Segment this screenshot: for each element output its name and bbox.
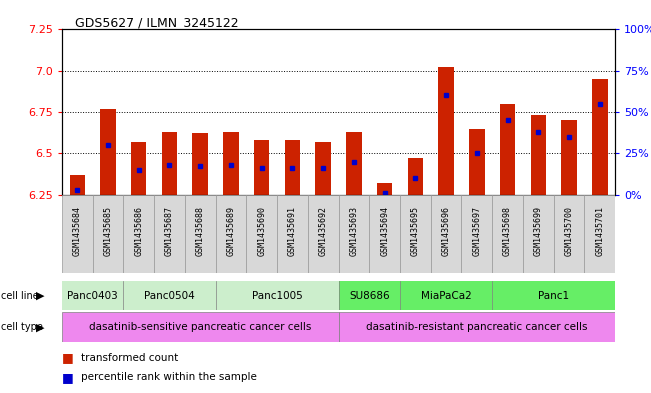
Text: GSM1435695: GSM1435695 <box>411 206 420 256</box>
Text: GSM1435697: GSM1435697 <box>473 206 481 256</box>
Text: GSM1435699: GSM1435699 <box>534 206 543 256</box>
Text: ▶: ▶ <box>36 291 44 301</box>
Text: cell line: cell line <box>1 291 39 301</box>
Text: GSM1435700: GSM1435700 <box>564 206 574 256</box>
Text: transformed count: transformed count <box>81 353 178 363</box>
Text: GSM1435691: GSM1435691 <box>288 206 297 256</box>
Bar <box>316 142 331 195</box>
Text: ■: ■ <box>62 351 74 364</box>
Text: Panc1: Panc1 <box>538 291 569 301</box>
Bar <box>223 132 239 195</box>
Text: GSM1435696: GSM1435696 <box>441 206 450 256</box>
Text: GSM1435698: GSM1435698 <box>503 206 512 256</box>
Bar <box>215 195 246 273</box>
Text: GSM1435690: GSM1435690 <box>257 206 266 256</box>
Bar <box>154 195 185 273</box>
Bar <box>70 175 85 195</box>
Bar <box>246 195 277 273</box>
Text: GSM1435687: GSM1435687 <box>165 206 174 256</box>
Bar <box>438 68 454 195</box>
Text: GSM1435692: GSM1435692 <box>318 206 327 256</box>
Bar <box>131 142 146 195</box>
Text: GSM1435686: GSM1435686 <box>134 206 143 256</box>
Text: GDS5627 / ILMN_3245122: GDS5627 / ILMN_3245122 <box>75 16 238 29</box>
Text: GSM1435688: GSM1435688 <box>196 206 204 256</box>
Bar <box>277 195 308 273</box>
Text: dasatinib-sensitive pancreatic cancer cells: dasatinib-sensitive pancreatic cancer ce… <box>89 322 311 332</box>
Bar <box>369 195 400 273</box>
Bar <box>462 195 492 273</box>
Bar <box>431 195 462 273</box>
Bar <box>62 312 339 342</box>
Bar <box>100 109 116 195</box>
Bar <box>400 195 431 273</box>
Bar <box>339 281 615 310</box>
Bar <box>161 132 177 195</box>
Text: dasatinib-resistant pancreatic cancer cells: dasatinib-resistant pancreatic cancer ce… <box>366 322 588 332</box>
Bar <box>346 132 361 195</box>
Text: Panc0504: Panc0504 <box>144 291 195 301</box>
Text: GSM1435701: GSM1435701 <box>595 206 604 256</box>
Text: GSM1435685: GSM1435685 <box>104 206 113 256</box>
Bar <box>408 158 423 195</box>
Bar <box>500 104 516 195</box>
Text: ▶: ▶ <box>36 322 44 332</box>
Bar <box>339 195 369 273</box>
Bar <box>284 140 300 195</box>
Bar <box>62 281 339 310</box>
Bar <box>523 195 554 273</box>
Bar <box>561 120 577 195</box>
Text: percentile rank within the sample: percentile rank within the sample <box>81 372 257 382</box>
Bar <box>254 140 270 195</box>
Bar <box>123 195 154 273</box>
Bar <box>585 195 615 273</box>
Text: GSM1435684: GSM1435684 <box>73 206 82 256</box>
Text: ■: ■ <box>62 371 74 384</box>
Bar <box>339 312 615 342</box>
Text: cell type: cell type <box>1 322 43 332</box>
Text: Panc1005: Panc1005 <box>252 291 303 301</box>
Bar <box>469 129 484 195</box>
Bar <box>377 183 393 195</box>
Text: Panc0403: Panc0403 <box>67 291 118 301</box>
Bar <box>308 195 339 273</box>
Bar <box>185 195 215 273</box>
Text: GSM1435694: GSM1435694 <box>380 206 389 256</box>
Bar <box>531 115 546 195</box>
Text: GSM1435689: GSM1435689 <box>227 206 236 256</box>
Bar <box>554 195 585 273</box>
Bar <box>492 195 523 273</box>
Bar <box>92 195 123 273</box>
Bar <box>193 134 208 195</box>
Bar <box>592 79 607 195</box>
Text: MiaPaCa2: MiaPaCa2 <box>421 291 471 301</box>
Text: GSM1435693: GSM1435693 <box>350 206 359 256</box>
Text: SU8686: SU8686 <box>349 291 389 301</box>
Bar <box>62 195 92 273</box>
